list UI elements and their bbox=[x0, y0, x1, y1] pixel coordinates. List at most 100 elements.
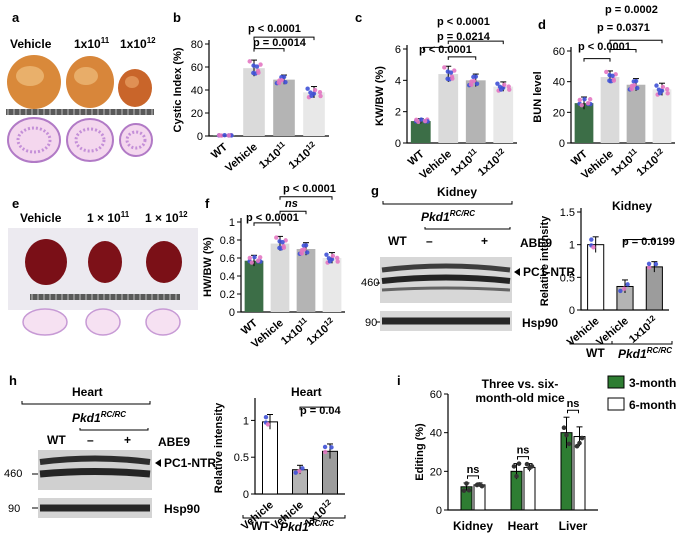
b-point bbox=[251, 70, 256, 76]
h_quant-point bbox=[300, 466, 305, 471]
h_quant-point bbox=[323, 449, 328, 455]
p-value-f-1: p < 0.0001 bbox=[246, 212, 299, 224]
lane-wt-h: WT bbox=[47, 433, 66, 447]
h_quant-ytick-label: 1 bbox=[243, 415, 249, 427]
group-label-1e11-e: 1 × 1011 bbox=[87, 210, 130, 225]
quant-title-g: Kidney bbox=[612, 199, 652, 213]
p-value-d-2: p = 0.0371 bbox=[597, 22, 650, 34]
d-point bbox=[664, 87, 670, 92]
f-point bbox=[303, 243, 309, 248]
b-xtick-label: Vehicle bbox=[223, 141, 260, 175]
h_quant-point bbox=[293, 470, 298, 475]
h_quant-ytick-label: 0 bbox=[243, 489, 249, 501]
d-ytick-label: 20 bbox=[553, 107, 565, 119]
panel-label-d: d bbox=[538, 17, 546, 32]
i-point bbox=[561, 425, 567, 430]
f-point bbox=[249, 260, 254, 265]
c-point bbox=[468, 82, 474, 87]
kidney-1e12-photo bbox=[118, 69, 152, 107]
f-sig-bracket bbox=[279, 210, 307, 215]
d-point bbox=[607, 78, 612, 83]
h_quant-point bbox=[329, 445, 334, 450]
group-bracket-wt-h bbox=[242, 515, 289, 519]
f-point bbox=[247, 255, 252, 261]
b-point bbox=[305, 86, 310, 91]
g_quant-ytick-label: 1 bbox=[569, 240, 575, 252]
i-ns-bracket bbox=[567, 409, 579, 414]
c-point bbox=[419, 117, 424, 122]
histology-1e12 bbox=[119, 123, 153, 157]
f-point bbox=[330, 253, 336, 259]
c-sig-bracket bbox=[447, 40, 504, 45]
b-ytick-label: 80 bbox=[191, 39, 203, 51]
g_quant-point bbox=[647, 265, 652, 270]
heart-vehicle-photo bbox=[25, 239, 67, 285]
d-point bbox=[665, 91, 670, 96]
d-point bbox=[635, 85, 640, 91]
i-ylabel: Editing (%) bbox=[414, 423, 426, 481]
i-bar bbox=[473, 484, 486, 511]
c-ytick-label: 4 bbox=[395, 75, 401, 87]
band-ctrl-label-g: Hsp90 bbox=[522, 316, 558, 330]
f-point bbox=[280, 240, 285, 245]
histology-heart-vehicle bbox=[22, 308, 68, 336]
f-point bbox=[252, 255, 257, 260]
f-xtick-label: 1x1012 bbox=[303, 315, 338, 348]
panel-label-f: f bbox=[205, 196, 210, 211]
group-label-1e11: 1x1011 bbox=[74, 36, 110, 51]
b-point bbox=[256, 70, 261, 75]
genotype-bracket-h bbox=[79, 428, 149, 431]
band-ctrl-label-h: Hsp90 bbox=[164, 502, 200, 516]
i-ns-label: ns bbox=[567, 398, 580, 410]
d-ylabel: BUN level bbox=[532, 71, 544, 122]
panel-i: i Three vs. six- month-old mice 0 20 40 60 E… bbox=[397, 373, 676, 533]
i-point bbox=[479, 483, 485, 489]
c-point bbox=[474, 81, 480, 86]
b-xtick-label: 1x1012 bbox=[285, 139, 320, 172]
i-ns-bracket bbox=[517, 456, 529, 460]
c-sig-bracket bbox=[447, 56, 477, 60]
c-point bbox=[506, 84, 511, 89]
c-point bbox=[442, 65, 447, 70]
d-bar bbox=[574, 103, 594, 143]
chart-title-i-line2: month-old mice bbox=[475, 391, 565, 405]
g_quant-point bbox=[589, 237, 594, 242]
mw-ctrl-g: 90 bbox=[365, 317, 377, 329]
f-ytick-label: 0.2 bbox=[220, 289, 235, 301]
h_quant-ytick-label: 0.5 bbox=[234, 452, 249, 464]
d-point bbox=[577, 97, 582, 103]
p-value-d-1: p < 0.0001 bbox=[578, 41, 631, 53]
p-value-c-3: p < 0.0001 bbox=[437, 16, 490, 28]
f-ytick-label: 0.4 bbox=[220, 271, 235, 283]
b-point bbox=[251, 63, 256, 68]
blot-tissue-h: Heart bbox=[72, 385, 103, 399]
group-label-wt-g: WT bbox=[586, 346, 605, 360]
c-point bbox=[450, 76, 455, 81]
panel-label-a: a bbox=[12, 10, 20, 25]
blot-bracket-h bbox=[21, 401, 151, 405]
b-point bbox=[317, 90, 323, 95]
p-value-b-2: p < 0.0001 bbox=[248, 23, 301, 35]
d-point bbox=[610, 73, 615, 79]
d-point bbox=[587, 97, 593, 102]
c-ytick-label: 0 bbox=[395, 138, 401, 150]
panel-g: g Kidney Pkd1RC/RC WT – + ABE9 460 PC1-N… bbox=[361, 183, 575, 331]
h_quant-point bbox=[263, 414, 269, 420]
g_quant-bar bbox=[587, 244, 605, 311]
mw-ctrl-h: 90 bbox=[8, 503, 20, 515]
quant-title-h: Heart bbox=[291, 385, 322, 399]
c-xtick-label: 1x1012 bbox=[475, 146, 510, 179]
i-legend-label: 6-month bbox=[629, 398, 676, 412]
h_quant-point bbox=[265, 422, 271, 427]
group-label-1e12-e: 1 × 1012 bbox=[145, 210, 188, 225]
d-xtick-label: 1x1012 bbox=[633, 146, 668, 179]
g_quant-ylabel: Relative intensity bbox=[539, 215, 551, 306]
